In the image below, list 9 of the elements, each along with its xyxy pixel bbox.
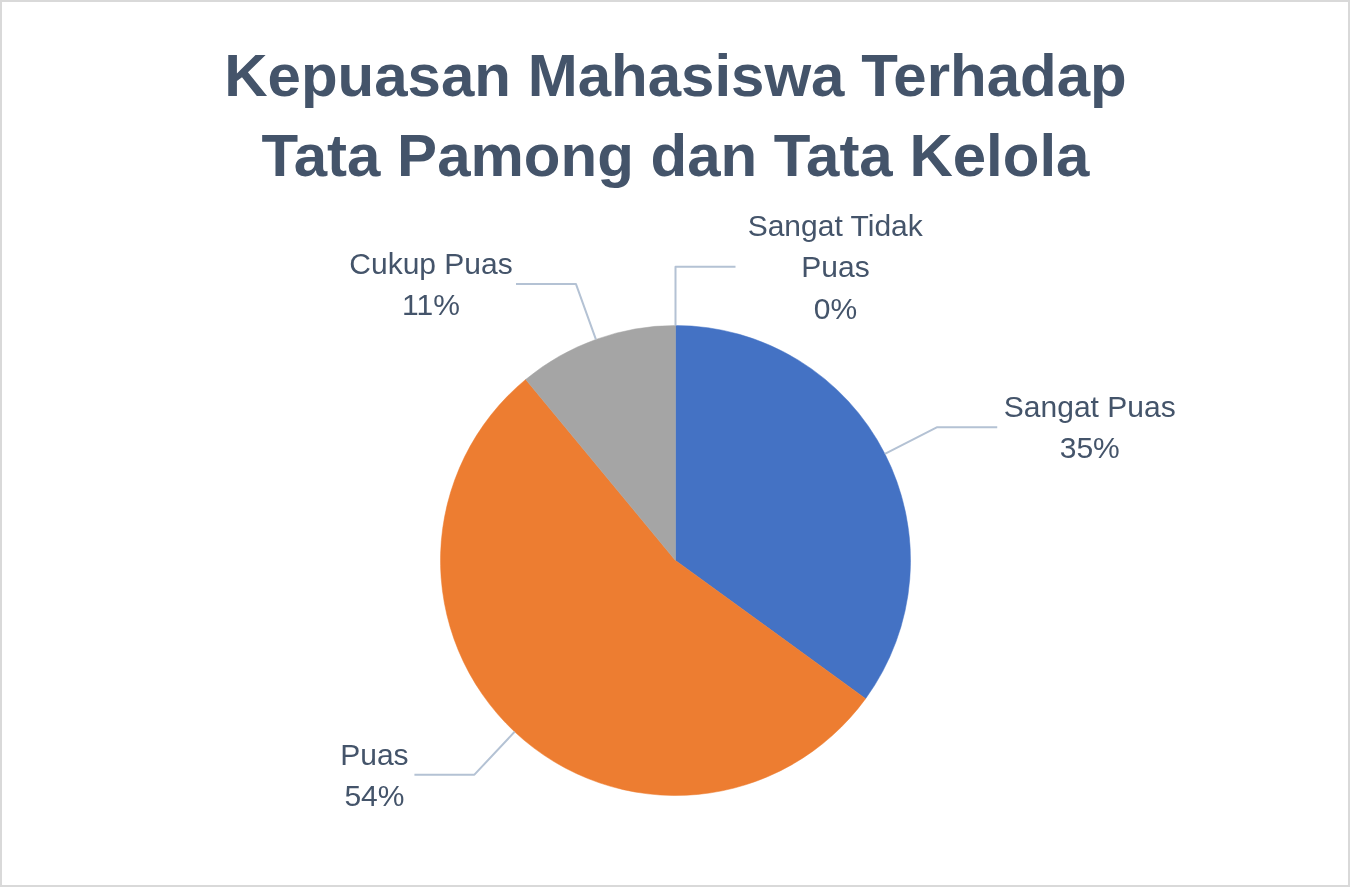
data-label: 54% [344,778,405,812]
data-label: 35% [1059,431,1120,465]
chart-title: Kepuasan Mahasiswa Terhadap Tata Pamong dan Tata Kelola [224,42,1127,189]
data-label: 11% [402,288,460,322]
slice-label: Puas [340,737,409,771]
slice-label: Sangat Puas [1003,390,1176,424]
category-label: Sangat Tidak Puas [747,209,923,284]
slice-label: Cukup Puas [349,246,513,280]
text: 0% [813,291,858,325]
